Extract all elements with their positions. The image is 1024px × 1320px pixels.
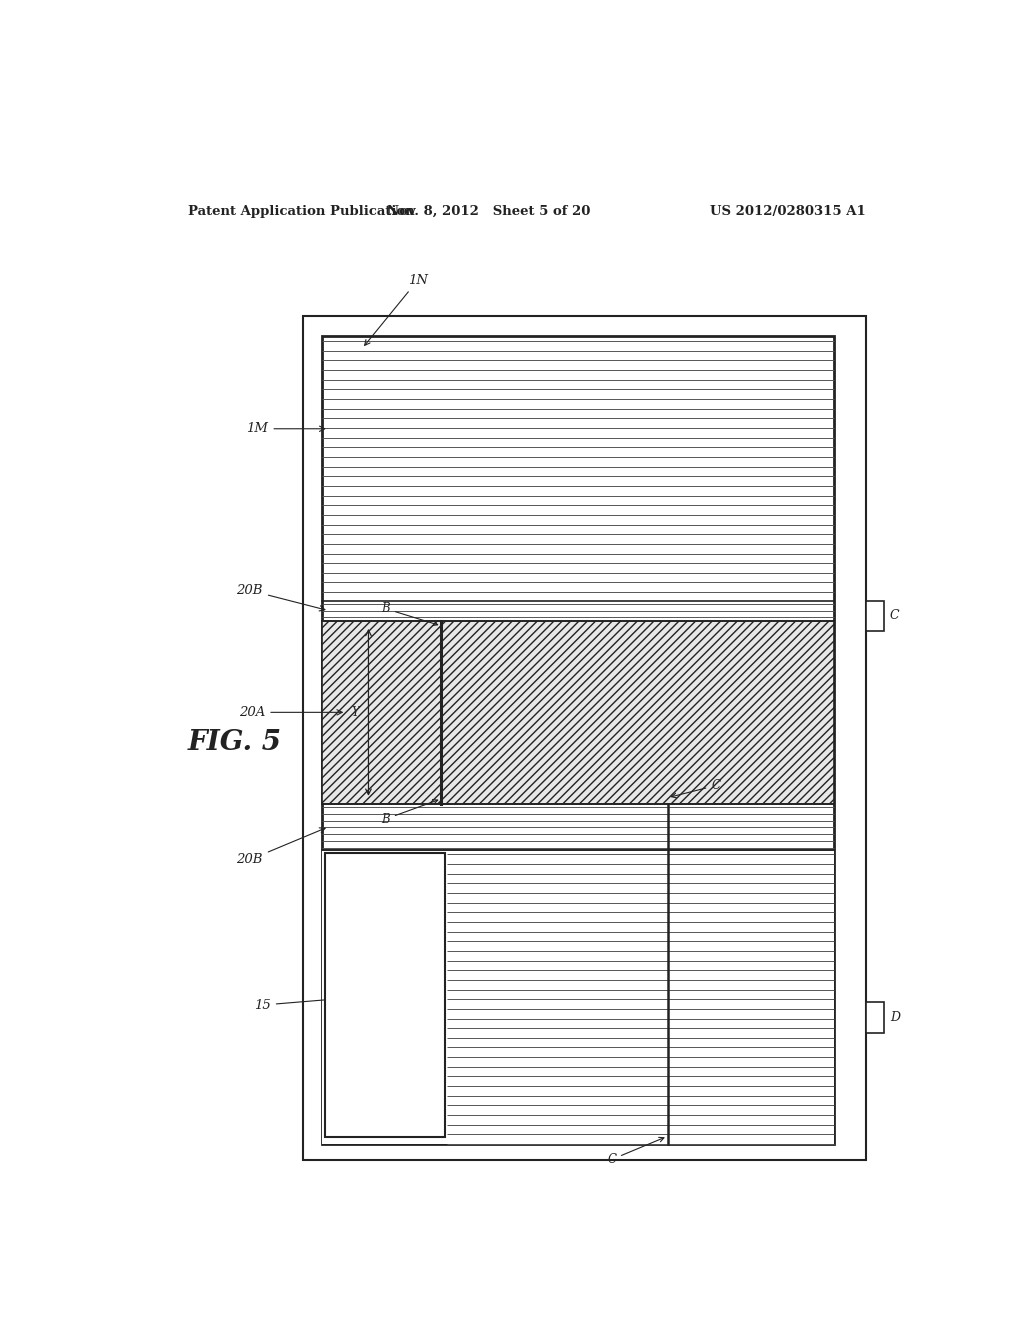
Text: FIG. 5: FIG. 5 xyxy=(188,730,283,756)
Text: C: C xyxy=(607,1138,664,1166)
Bar xyxy=(323,850,835,1144)
Text: 1N: 1N xyxy=(365,273,428,346)
Text: Patent Application Publication: Patent Application Publication xyxy=(187,205,415,218)
Text: 20A: 20A xyxy=(239,706,342,719)
Text: Nov. 8, 2012   Sheet 5 of 20: Nov. 8, 2012 Sheet 5 of 20 xyxy=(387,205,591,218)
Text: 20B: 20B xyxy=(237,583,325,611)
Bar xyxy=(323,620,835,804)
Text: C: C xyxy=(672,779,720,797)
Bar xyxy=(866,1002,884,1032)
Bar xyxy=(866,601,884,631)
Text: C: C xyxy=(890,610,899,622)
Text: 20B: 20B xyxy=(237,828,325,866)
Text: Y: Y xyxy=(351,706,359,719)
Text: B: B xyxy=(381,602,437,626)
Text: US 2012/0280315 A1: US 2012/0280315 A1 xyxy=(711,205,866,218)
Bar xyxy=(325,853,445,1138)
Text: 15: 15 xyxy=(254,993,381,1011)
Text: D: D xyxy=(890,1011,900,1024)
Bar xyxy=(323,337,835,1144)
Text: 1M: 1M xyxy=(247,422,325,436)
Text: B: B xyxy=(381,800,437,825)
Bar xyxy=(303,315,866,1159)
